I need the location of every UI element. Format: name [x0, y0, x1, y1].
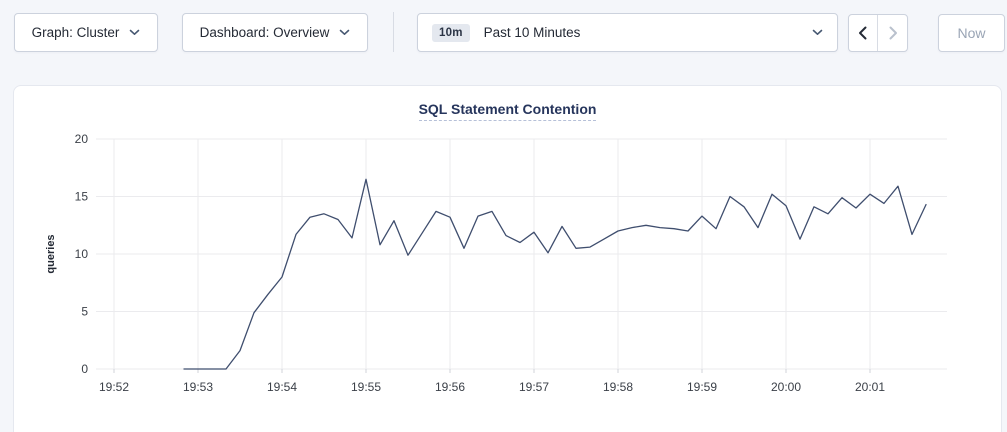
- chevron-down-icon: [812, 29, 823, 35]
- x-tick-label: 19:53: [183, 380, 213, 394]
- y-tick-label: 20: [75, 132, 89, 146]
- now-button[interactable]: Now: [938, 14, 1005, 52]
- chart-title: SQL Statement Contention: [14, 101, 1001, 121]
- dashboard-dropdown-label: Dashboard: Overview: [199, 25, 330, 40]
- graph-dropdown-label: Graph: Cluster: [31, 25, 120, 40]
- time-range-selector[interactable]: 10m Past 10 Minutes: [417, 13, 838, 52]
- x-tick-label: 19:55: [351, 380, 381, 394]
- time-forward-button[interactable]: [878, 15, 907, 51]
- x-tick-label: 20:00: [771, 380, 801, 394]
- time-back-button[interactable]: [849, 15, 878, 51]
- chevron-down-icon: [130, 29, 140, 35]
- now-button-label: Now: [957, 25, 986, 41]
- dashboard-dropdown[interactable]: Dashboard: Overview: [182, 13, 368, 52]
- y-tick-label: 15: [75, 190, 89, 204]
- toolbar: Graph: Cluster Dashboard: Overview 10m P…: [0, 0, 1007, 66]
- x-tick-label: 19:57: [519, 380, 549, 394]
- y-tick-label: 5: [81, 305, 88, 319]
- x-tick-label: 20:01: [855, 380, 885, 394]
- time-nav-group: [848, 14, 908, 52]
- graph-dropdown[interactable]: Graph: Cluster: [14, 13, 158, 52]
- x-tick-label: 19:52: [99, 380, 129, 394]
- line-chart[interactable]: 0 5 10 15 20 19:52 19:53 19:54 19:55 19:56 19:57 19…: [14, 86, 1001, 432]
- chart-card: SQL Statement Contention 0 5 10 15 20 19:52 19…: [13, 85, 1002, 432]
- x-tick-label: 19:56: [435, 380, 465, 394]
- x-tick-label: 19:58: [603, 380, 633, 394]
- x-tick-label: 19:59: [687, 380, 717, 394]
- y-tick-label: 10: [75, 247, 89, 261]
- time-range-badge: 10m: [432, 23, 470, 42]
- x-tick-label: 19:54: [267, 380, 297, 394]
- chevron-right-icon: [889, 26, 897, 40]
- chart-line: [183, 178, 927, 370]
- toolbar-divider: [393, 12, 394, 52]
- time-range-label: Past 10 Minutes: [483, 25, 581, 40]
- y-axis-label: queries: [45, 234, 57, 273]
- y-tick-label: 0: [81, 362, 88, 376]
- chart-title-link[interactable]: SQL Statement Contention: [418, 101, 597, 121]
- chevron-down-icon: [340, 29, 350, 35]
- chevron-left-icon: [859, 26, 867, 40]
